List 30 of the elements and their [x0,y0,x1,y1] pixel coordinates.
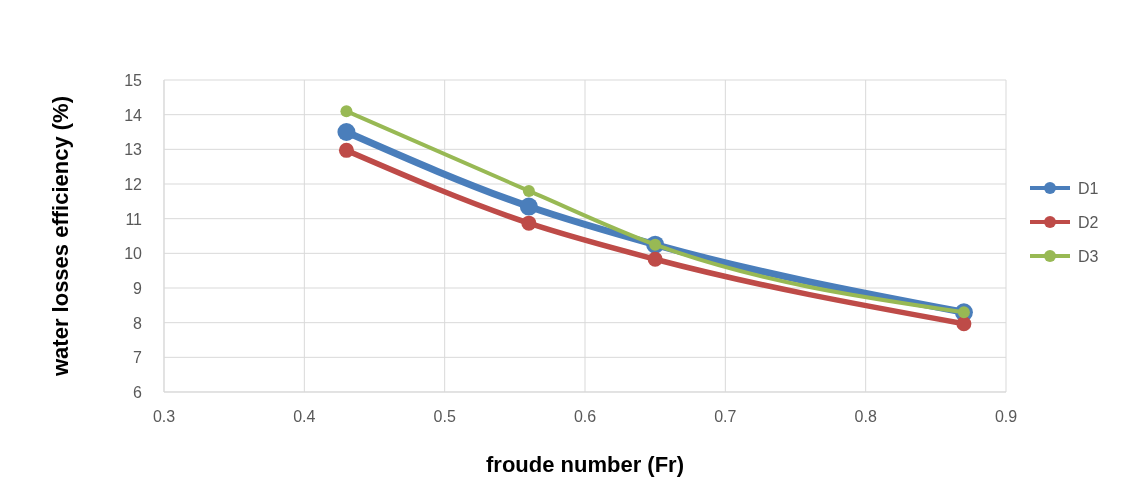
point [340,105,353,118]
y-tick-label: 8 [133,314,143,332]
x-axis-title: froude number (Fr) [486,452,684,477]
y-tick-label: 12 [124,176,143,193]
y-tick-label: 9 [133,280,143,297]
y-tick-label: 7 [133,349,143,367]
point [519,197,538,216]
x-tick-label: 0.8 [854,408,877,425]
legend-label: D1 [1078,180,1099,197]
point [521,215,537,231]
x-tick-label: 0.4 [293,408,316,425]
y-tick-label: 6 [133,384,143,401]
point [338,142,354,158]
x-tick-label: 0.5 [433,408,456,425]
y-tick-label: 14 [124,106,143,124]
y-tick-label: 10 [124,245,143,263]
point [337,123,356,141]
x-tick-label: 0.7 [714,408,737,425]
x-tick-label: 0.9 [994,408,1018,425]
point [522,184,535,197]
x-tick-label: 0.6 [573,408,597,425]
y-tick-label: 13 [124,141,143,159]
point [647,251,663,267]
y-axis-title: water losses efficiency (%) [48,95,73,378]
y-tick-label: 15 [124,72,143,89]
x-tick-label: 0.3 [152,408,176,425]
legend-label: D2 [1078,214,1099,231]
point [956,316,972,332]
y-tick-label: 11 [125,210,143,228]
legend-label: D3 [1078,248,1099,265]
